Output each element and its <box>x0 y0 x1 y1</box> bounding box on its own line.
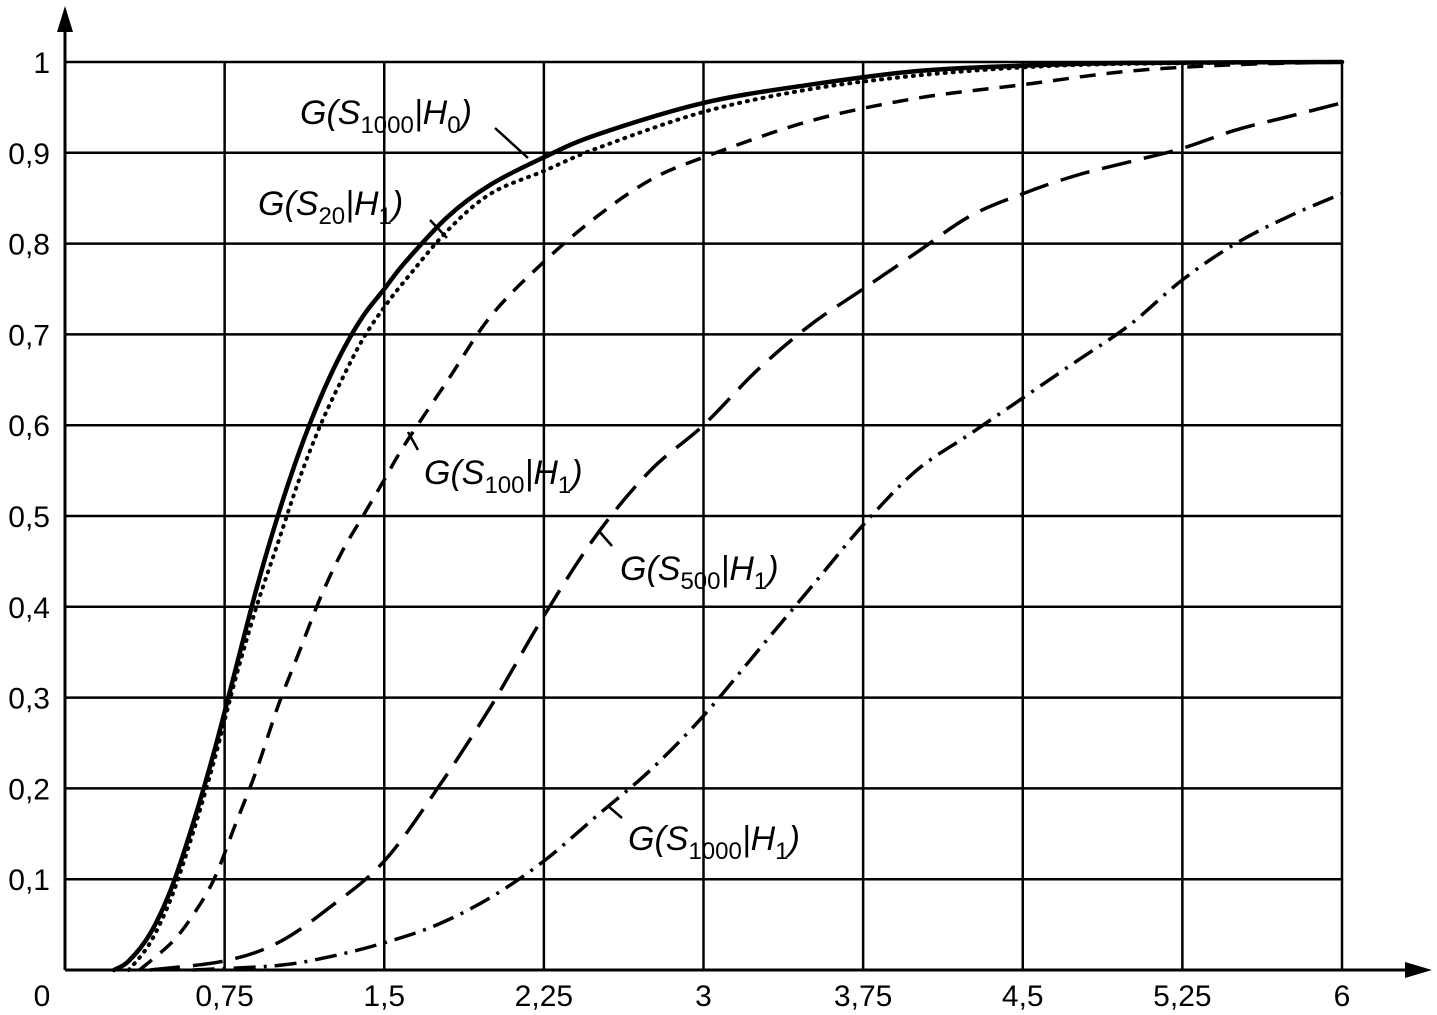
grid <box>65 60 1344 970</box>
curve-label-part: |H <box>525 454 559 492</box>
label-leader-3 <box>406 431 420 451</box>
y-tick-label: 0,9 <box>8 138 50 171</box>
x-tick-label: 1,5 <box>363 980 405 1013</box>
label-leader-2 <box>429 219 448 239</box>
x-tick-label: 0,75 <box>195 980 253 1013</box>
series-line-2 <box>126 60 1344 972</box>
y-tick-label: 0,8 <box>8 229 50 262</box>
curve-label-3: G(S100|H1) <box>424 454 583 499</box>
y-tick-label: 0,2 <box>8 773 50 806</box>
curve-labels: G(S1000|H0)G(S20|H1)G(S100|H1)G(S500|H1)… <box>258 94 800 865</box>
y-tick-label: 0,1 <box>8 864 50 897</box>
curve-label-part: G(S <box>628 820 689 858</box>
y-tick-label: 0,3 <box>8 683 50 716</box>
curve-label-5: G(S1000|H1) <box>628 820 800 865</box>
axes <box>57 6 1432 978</box>
x-axis-arrow <box>1405 962 1432 978</box>
curve-label-part: |H <box>721 550 755 588</box>
y-tick-label: 0,7 <box>8 319 50 352</box>
x-tick-label: 5,25 <box>1153 980 1211 1013</box>
y-tick-label: 0,5 <box>8 501 50 534</box>
y-tick-label: 0,6 <box>8 410 50 443</box>
curve-label-part: ) <box>763 550 778 588</box>
curves <box>111 59 1345 973</box>
label-leader-4 <box>597 529 613 547</box>
curve-label-4: G(S500|H1) <box>620 550 779 595</box>
curve-label-part: |H <box>414 94 448 132</box>
series-line-5 <box>192 192 1343 972</box>
curve-label-part: 1 <box>379 203 392 230</box>
tick-labels: 0 0,75 1,5 2,25 3 3,75 4,5 5,25 6 0,1 0,2 0,3 0,4 0,5… <box>8 47 1350 1013</box>
curve-label-part: G(S <box>620 550 681 588</box>
curve-label-part: ) <box>567 454 582 492</box>
x-tick-label: 4,5 <box>1002 980 1044 1013</box>
curve-label-part: 1 <box>754 568 767 595</box>
curve-label-1: G(S1000|H0) <box>300 94 472 139</box>
curve-label-part: G(S <box>424 454 485 492</box>
label-leader-5 <box>607 805 623 819</box>
y-tick-label: 1 <box>33 47 50 80</box>
label-leaders <box>406 127 623 819</box>
series-line-1 <box>111 59 1345 973</box>
curve-label-2: G(S20|H1) <box>258 185 403 230</box>
curve-label-part: G(S <box>300 94 361 132</box>
x-tick-label: 3,75 <box>834 980 892 1013</box>
curve-label-part: 1000 <box>360 112 413 139</box>
series-line-4 <box>149 101 1343 972</box>
y-tick-label: 0,4 <box>8 592 50 625</box>
curve-label-part: 500 <box>680 568 720 595</box>
curve-label-part: 1 <box>775 838 788 865</box>
curve-label-part: ) <box>388 185 403 223</box>
curve-label-part: G(S <box>258 185 319 223</box>
x-tick-label: 2,25 <box>515 980 573 1013</box>
series-line-3 <box>138 60 1343 972</box>
label-leader-1 <box>494 127 529 159</box>
curve-label-part: 1 <box>558 472 571 499</box>
x-tick-label: 6 <box>1334 980 1351 1013</box>
x-tick-label: 3 <box>695 980 712 1013</box>
curve-label-part: 100 <box>484 472 524 499</box>
curve-label-part: 20 <box>318 203 345 230</box>
curve-label-part: |H <box>345 185 379 223</box>
curve-label-part: ) <box>457 94 472 132</box>
curve-label-part: ) <box>785 820 800 858</box>
curve-label-part: |H <box>742 820 776 858</box>
curve-label-part: 1000 <box>688 838 741 865</box>
y-axis-arrow <box>57 6 73 32</box>
curve-label-part: 0 <box>447 112 460 139</box>
x-tick-label: 0 <box>34 980 51 1013</box>
